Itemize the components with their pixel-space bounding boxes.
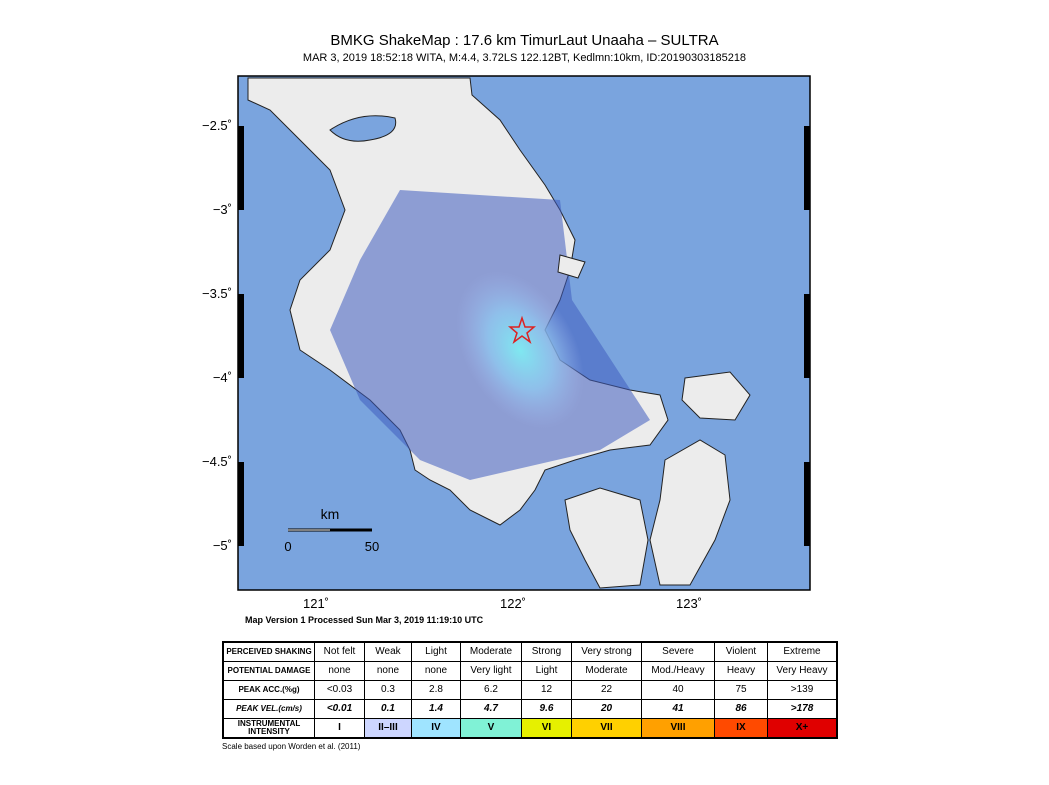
- legend-row: POTENTIAL DAMAGE none none none Very light Li…: [222, 661, 838, 681]
- lon-label: 123˚: [676, 596, 702, 611]
- legend-cell: 12: [521, 680, 572, 700]
- legend-cell: Heavy: [714, 661, 768, 681]
- legend-cell: Weak: [364, 641, 412, 662]
- legend-cell: X+: [767, 718, 838, 739]
- legend-cell: Very Heavy: [767, 661, 838, 681]
- lat-label: −4.5˚: [202, 454, 232, 469]
- legend-cell: Mod./Heavy: [641, 661, 715, 681]
- island-muna: [564, 487, 649, 589]
- footnote: Scale based upon Worden et al. (2011): [222, 742, 361, 751]
- scale-start: 0: [284, 539, 291, 554]
- title: BMKG ShakeMap : 17.6 km TimurLaut Unaaha…: [330, 32, 719, 49]
- lat-label: −4˚: [213, 370, 232, 385]
- legend-header: INSTRUMENTAL INTENSITY: [222, 718, 315, 739]
- legend-cell: 4.7: [460, 699, 522, 719]
- legend-cell: 40: [641, 680, 715, 700]
- legend-header: PEAK VEL.(cm/s): [222, 699, 315, 719]
- legend-cell: none: [411, 661, 461, 681]
- legend-cell: Moderate: [460, 641, 522, 662]
- legend-cell: Light: [411, 641, 461, 662]
- legend-cell: II–III: [364, 718, 412, 739]
- lat-label: −3.5˚: [202, 286, 232, 301]
- lat-label: −2.5˚: [202, 118, 232, 133]
- legend-cell: 6.2: [460, 680, 522, 700]
- legend-cell: 1.4: [411, 699, 461, 719]
- legend-cell: 20: [571, 699, 642, 719]
- lat-label: −3˚: [213, 202, 232, 217]
- island-small: [557, 254, 586, 279]
- legend-cell: >178: [767, 699, 838, 719]
- island-wawonii: [681, 371, 751, 421]
- legend-cell: Not felt: [314, 641, 365, 662]
- legend-cell: 41: [641, 699, 715, 719]
- legend-cell: 0.1: [364, 699, 412, 719]
- legend-cell: Extreme: [767, 641, 838, 662]
- legend-header: PERCEIVED SHAKING: [222, 641, 315, 662]
- legend-cell: none: [314, 661, 365, 681]
- lake: [329, 115, 397, 142]
- legend-cell: Severe: [641, 641, 715, 662]
- legend-cell: none: [364, 661, 412, 681]
- legend-cell: I: [314, 718, 365, 739]
- legend-cell: >139: [767, 680, 838, 700]
- legend-row: INSTRUMENTAL INTENSITY I II–III IV V VI VII VII…: [222, 718, 838, 739]
- legend-cell: Strong: [521, 641, 572, 662]
- lon-label: 121˚: [303, 596, 329, 611]
- legend-row: PEAK VEL.(cm/s) <0.01 0.1 1.4 4.7 9.6 20 41 86 >1…: [222, 699, 838, 719]
- legend-cell: IV: [411, 718, 461, 739]
- map-version: Map Version 1 Processed Sun Mar 3, 2019 …: [245, 615, 484, 625]
- legend-row: PERCEIVED SHAKING Not felt Weak Light Modera…: [222, 641, 838, 662]
- legend-cell: <0.01: [314, 699, 365, 719]
- legend-cell: 0.3: [364, 680, 412, 700]
- legend-cell: Violent: [714, 641, 768, 662]
- star: [507, 315, 537, 345]
- legend-cell: IX: [714, 718, 768, 739]
- map: km 0 50 Map Version 1 Processed Sun Mar …: [202, 75, 811, 625]
- intensity-core: [456, 271, 584, 429]
- intensity-legend: PERCEIVED SHAKING Not felt Weak Light Modera…: [222, 641, 838, 739]
- legend-header: PEAK ACC.(%g): [222, 680, 315, 700]
- island-buton: [649, 439, 731, 586]
- lat-label: −5˚: [213, 538, 232, 553]
- legend-cell: Moderate: [571, 661, 642, 681]
- legend-cell: <0.03: [314, 680, 365, 700]
- legend-header: POTENTIAL DAMAGE: [222, 661, 315, 681]
- legend-cell: VIII: [641, 718, 715, 739]
- frame-stripes: [238, 126, 810, 546]
- legend-row: PEAK ACC.(%g) <0.03 0.3 2.8 6.2 12 22 40 75 >139: [222, 680, 838, 700]
- subtitle: MAR 3, 2019 18:52:18 WITA, M:4.4, 3.72LS…: [302, 52, 747, 64]
- legend-cell: 86: [714, 699, 768, 719]
- lon-label: 122˚: [500, 596, 526, 611]
- legend-cell: V: [460, 718, 522, 739]
- legend-cell: 22: [571, 680, 642, 700]
- legend-cell: VII: [571, 718, 642, 739]
- scale-end: 50: [365, 539, 379, 554]
- legend-cell: Light: [521, 661, 572, 681]
- legend-cell: Very light: [460, 661, 522, 681]
- legend-cell: 75: [714, 680, 768, 700]
- scale-unit: km: [321, 506, 340, 522]
- legend-cell: 9.6: [521, 699, 572, 719]
- legend-cell: VI: [521, 718, 572, 739]
- legend-cell: Very strong: [571, 641, 642, 662]
- legend-cell: 2.8: [411, 680, 461, 700]
